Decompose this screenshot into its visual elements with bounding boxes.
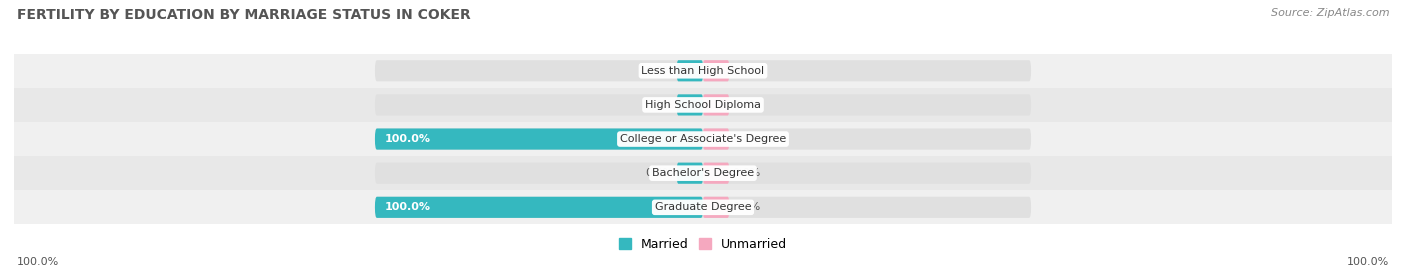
Text: High School Diploma: High School Diploma xyxy=(645,100,761,110)
Bar xyxy=(14,156,1392,190)
Text: FERTILITY BY EDUCATION BY MARRIAGE STATUS IN COKER: FERTILITY BY EDUCATION BY MARRIAGE STATU… xyxy=(17,8,471,22)
Text: 0.0%: 0.0% xyxy=(733,66,761,76)
FancyBboxPatch shape xyxy=(703,129,730,150)
Text: Bachelor's Degree: Bachelor's Degree xyxy=(652,168,754,178)
Text: Less than High School: Less than High School xyxy=(641,66,765,76)
Text: 100.0%: 100.0% xyxy=(385,134,430,144)
Text: 0.0%: 0.0% xyxy=(645,168,673,178)
Bar xyxy=(14,190,1392,224)
Bar xyxy=(14,54,1392,88)
Text: 100.0%: 100.0% xyxy=(385,202,430,212)
FancyBboxPatch shape xyxy=(703,197,730,218)
Text: 0.0%: 0.0% xyxy=(733,168,761,178)
Bar xyxy=(14,88,1392,122)
FancyBboxPatch shape xyxy=(375,129,703,150)
Text: College or Associate's Degree: College or Associate's Degree xyxy=(620,134,786,144)
FancyBboxPatch shape xyxy=(375,129,1031,150)
Text: 100.0%: 100.0% xyxy=(1347,257,1389,267)
FancyBboxPatch shape xyxy=(676,60,703,81)
FancyBboxPatch shape xyxy=(375,163,1031,184)
Text: Source: ZipAtlas.com: Source: ZipAtlas.com xyxy=(1271,8,1389,18)
Text: 100.0%: 100.0% xyxy=(17,257,59,267)
Bar xyxy=(14,122,1392,156)
Text: 0.0%: 0.0% xyxy=(645,66,673,76)
FancyBboxPatch shape xyxy=(703,94,730,116)
FancyBboxPatch shape xyxy=(375,60,1031,81)
FancyBboxPatch shape xyxy=(375,197,703,218)
FancyBboxPatch shape xyxy=(375,94,1031,116)
FancyBboxPatch shape xyxy=(375,197,1031,218)
FancyBboxPatch shape xyxy=(703,163,730,184)
Legend: Married, Unmarried: Married, Unmarried xyxy=(613,233,793,256)
Text: 0.0%: 0.0% xyxy=(645,100,673,110)
FancyBboxPatch shape xyxy=(676,163,703,184)
FancyBboxPatch shape xyxy=(703,60,730,81)
Text: 0.0%: 0.0% xyxy=(733,202,761,212)
Text: Graduate Degree: Graduate Degree xyxy=(655,202,751,212)
Text: 0.0%: 0.0% xyxy=(733,100,761,110)
Text: 0.0%: 0.0% xyxy=(733,134,761,144)
FancyBboxPatch shape xyxy=(676,94,703,116)
